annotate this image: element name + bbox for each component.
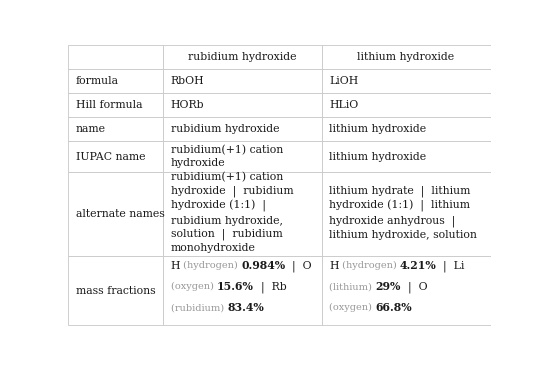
Text: rubidium(+1) cation
hydroxide  |  rubidium
hydroxide (1:1)  |
rubidium hydroxide: rubidium(+1) cation hydroxide | rubidium… (171, 172, 293, 253)
Bar (68, 141, 163, 172)
Text: RbOH: RbOH (171, 77, 204, 86)
Bar (322, 45, 490, 69)
Text: (lithium): (lithium) (329, 282, 375, 291)
Bar (163, 141, 322, 172)
Text: 0.984%: 0.984% (241, 260, 285, 271)
Bar (163, 45, 322, 69)
Bar (68, 172, 163, 257)
Text: (hydrogen): (hydrogen) (338, 261, 399, 270)
Text: 66.8%: 66.8% (375, 302, 412, 313)
Text: 15.6%: 15.6% (217, 281, 253, 292)
Text: mass fractions: mass fractions (76, 286, 155, 296)
Text: name: name (76, 124, 106, 134)
Bar (163, 93, 322, 117)
Bar (322, 93, 490, 117)
Text: HORb: HORb (171, 100, 204, 110)
Bar (322, 69, 490, 93)
Text: 4.21%: 4.21% (399, 260, 437, 271)
Text: (oxygen): (oxygen) (171, 282, 217, 291)
Bar (68, 117, 163, 141)
Text: alternate names: alternate names (76, 209, 165, 219)
Bar (68, 257, 163, 325)
Text: H: H (171, 261, 180, 271)
Bar (322, 141, 490, 172)
Bar (322, 172, 490, 257)
Text: (hydrogen): (hydrogen) (180, 261, 241, 270)
Bar (322, 257, 490, 325)
Text: LiOH: LiOH (329, 77, 359, 86)
Text: |  O: | O (285, 260, 312, 272)
Text: lithium hydrate  |  lithium
hydroxide (1:1)  |  lithium
hydroxide anhydrous  |
l: lithium hydrate | lithium hydroxide (1:1… (329, 185, 477, 240)
Bar (163, 257, 322, 325)
Text: lithium hydroxide: lithium hydroxide (329, 124, 426, 134)
Text: formula: formula (76, 77, 119, 86)
Bar (68, 45, 163, 69)
Bar (68, 93, 163, 117)
Text: IUPAC name: IUPAC name (76, 152, 145, 161)
Bar (68, 69, 163, 93)
Text: rubidium(+1) cation
hydroxide: rubidium(+1) cation hydroxide (171, 145, 283, 168)
Text: H: H (329, 261, 338, 271)
Text: Hill formula: Hill formula (76, 100, 142, 110)
Text: |  Rb: | Rb (253, 281, 286, 293)
Text: (oxygen): (oxygen) (329, 303, 375, 312)
Bar (322, 117, 490, 141)
Text: rubidium hydroxide: rubidium hydroxide (171, 124, 279, 134)
Text: lithium hydroxide: lithium hydroxide (358, 52, 455, 63)
Bar (163, 69, 322, 93)
Bar (163, 172, 322, 257)
Text: HLiO: HLiO (329, 100, 359, 110)
Text: 83.4%: 83.4% (227, 302, 264, 313)
Text: rubidium hydroxide: rubidium hydroxide (188, 52, 296, 63)
Text: |  O: | O (401, 281, 427, 293)
Text: (rubidium): (rubidium) (171, 303, 227, 312)
Text: lithium hydroxide: lithium hydroxide (329, 152, 426, 161)
Text: 29%: 29% (375, 281, 401, 292)
Text: |  Li: | Li (437, 260, 465, 272)
Bar (163, 117, 322, 141)
